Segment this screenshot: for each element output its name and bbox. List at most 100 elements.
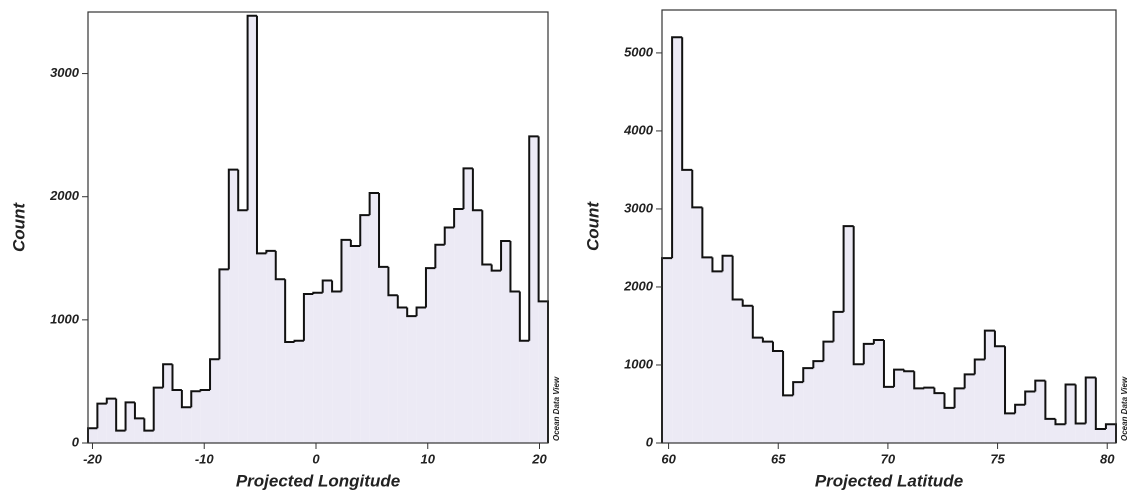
bar [200, 390, 211, 443]
bar [904, 371, 915, 443]
y-axis-label: Count [583, 201, 602, 251]
y-tick-label: 1000 [624, 356, 654, 371]
bar [125, 402, 135, 443]
step-outline [162, 363, 173, 388]
bar [97, 403, 107, 443]
bar [303, 293, 314, 443]
step-outline [453, 208, 464, 228]
bar [954, 388, 965, 443]
step-outline [973, 358, 985, 375]
bar [803, 368, 814, 443]
bar [863, 343, 874, 443]
y-tick-label: 1000 [50, 311, 80, 326]
bar [256, 253, 267, 443]
x-axis-label: Projected Latitude [815, 471, 963, 490]
plot-frame [87, 11, 549, 444]
step-outline [751, 305, 763, 339]
x-tick-label: -10 [195, 451, 215, 466]
x-tick-label: 10 [421, 451, 436, 466]
bar [247, 15, 257, 444]
y-tick-label: 5000 [624, 44, 654, 59]
step-outline [255, 15, 267, 255]
bar [772, 350, 784, 443]
step-outline [124, 401, 135, 431]
bar [106, 398, 117, 443]
step-outline [701, 207, 713, 259]
step-outline [368, 192, 380, 216]
step-outline [349, 239, 361, 247]
x-tick-label: 80 [1100, 451, 1115, 466]
bar [894, 369, 905, 443]
bar [444, 227, 455, 443]
bar [407, 316, 417, 443]
step-outline [340, 238, 351, 292]
step-outline [302, 292, 314, 341]
bar [482, 264, 492, 443]
step-outline [832, 310, 844, 342]
step-outline [490, 264, 502, 272]
x-tick-label: 65 [771, 451, 786, 466]
step-outline [1024, 390, 1036, 405]
step-outline [378, 193, 389, 268]
step-outline [923, 386, 935, 389]
y-tick-label: 3000 [50, 65, 80, 80]
bar [275, 279, 286, 443]
bar [853, 364, 864, 443]
step-outline [842, 225, 854, 312]
step-outline [872, 339, 884, 344]
step-outline [500, 240, 511, 271]
bar [833, 311, 844, 443]
step-outline [331, 280, 342, 293]
x-tick-label: 70 [881, 451, 896, 466]
step-outline [1054, 418, 1066, 426]
bar [491, 270, 502, 443]
step-outline [802, 367, 814, 383]
bar [435, 244, 445, 443]
y-axis-label: Count [9, 202, 28, 252]
step-outline [943, 393, 955, 409]
bar [463, 168, 473, 444]
step-outline [691, 169, 703, 209]
bar [752, 337, 763, 443]
watermark: Ocean Data View [1120, 376, 1129, 441]
bar [501, 241, 511, 443]
bar [1035, 380, 1046, 443]
step-outline [424, 267, 436, 308]
step-outline [1044, 380, 1056, 420]
bar [883, 386, 895, 443]
y-tick-label: 0 [72, 434, 80, 449]
step-outline [462, 167, 473, 210]
step-outline [481, 210, 492, 266]
bar [379, 266, 389, 443]
bar [210, 359, 220, 443]
step-outline [471, 168, 483, 212]
bar [88, 428, 98, 443]
step-outline [882, 340, 895, 388]
step-outline [1064, 383, 1076, 425]
bar [538, 301, 548, 443]
step-outline [190, 390, 201, 408]
step-outline [237, 169, 248, 212]
step-outline [218, 268, 229, 360]
step-outline [1084, 376, 1096, 424]
step-outline [893, 368, 905, 387]
step-outline [528, 135, 539, 341]
step-outline [1034, 379, 1046, 392]
y-tick-label: 4000 [623, 122, 654, 137]
step-outline [180, 390, 192, 409]
bar [1095, 428, 1106, 443]
bar [266, 250, 276, 443]
step-outline [509, 241, 520, 293]
step-outline [993, 330, 1006, 348]
step-outline [761, 337, 773, 343]
bar [813, 361, 824, 443]
step-outline [518, 291, 530, 342]
bar [285, 342, 295, 443]
step-outline [293, 339, 304, 343]
bar [454, 209, 464, 443]
bar [924, 387, 935, 443]
step-outline [741, 299, 753, 307]
bar [1075, 423, 1086, 443]
bar [341, 239, 351, 443]
